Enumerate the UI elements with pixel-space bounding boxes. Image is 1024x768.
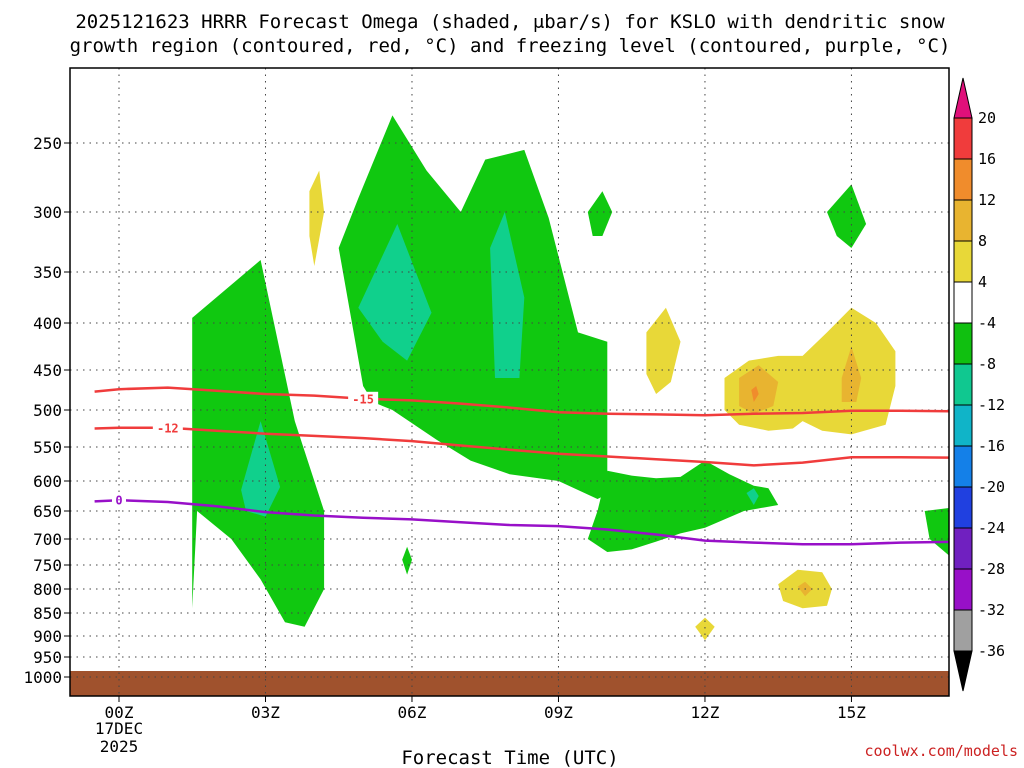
colorbar-label-11: -28 <box>978 560 1005 578</box>
colorbar-box-2 <box>953 158 973 201</box>
colorbar-label-10: -24 <box>978 519 1005 537</box>
contour-label-bg-0 <box>112 493 126 508</box>
y-tick-label-650: 650 <box>33 502 62 521</box>
temperature-contours: -15 -12 0 <box>94 386 949 546</box>
green-region-d <box>924 508 949 556</box>
colorbar: 20 16 12 8 4 -4 -8 -12 -16 -20 -24 -28 -32 -36 <box>953 77 1005 692</box>
colorbar-box-4 <box>953 240 973 283</box>
colorbar-box-12 <box>953 568 973 611</box>
orange-spot-a <box>751 386 759 402</box>
colorbar-label-6: -8 <box>978 355 996 373</box>
colorbar-label-8: -16 <box>978 437 1005 455</box>
x-tick-label-09Z: 09Z <box>544 703 573 722</box>
contour-line--12 <box>94 426 949 467</box>
y-tick-label-500: 500 <box>33 401 62 420</box>
green-region-e <box>587 191 613 236</box>
teal-region-c <box>490 212 525 378</box>
teal-region-b <box>358 224 432 361</box>
green-region-g <box>402 546 412 575</box>
contour-label--15: -15 <box>352 392 374 406</box>
colorbar-label-0: 20 <box>978 109 996 127</box>
y-tick-label-600: 600 <box>33 472 62 491</box>
green-region-f <box>827 184 867 248</box>
omega-shaded-regions <box>192 115 949 641</box>
y-axis-tick-labels: 250 300 350 400 450 500 550 600 650 700 750 800 850 9… <box>23 134 70 687</box>
x-tick-label-06Z: 06Z <box>398 703 427 722</box>
colorbar-box-1 <box>953 117 973 160</box>
y-tick-label-900: 900 <box>33 627 62 646</box>
colorbar-box-5 <box>953 281 973 324</box>
y-tick-label-800: 800 <box>33 580 62 599</box>
x-tick-label-03Z: 03Z <box>251 703 280 722</box>
ground-layer <box>70 671 949 696</box>
y-tick-label-550: 550 <box>33 438 62 457</box>
colorbar-label-3: 8 <box>978 232 987 250</box>
chart-title-line-1: 2025121623 HRRR Forecast Omega (shaded, … <box>75 11 945 33</box>
contour-label-bg--15 <box>348 391 379 406</box>
colorbar-label-2: 12 <box>978 191 996 209</box>
y-tick-label-750: 750 <box>33 556 62 575</box>
colorbar-top-arrow <box>953 77 973 119</box>
plot-frame <box>69 67 950 697</box>
credit-text: coolwx.com/models <box>864 742 1018 760</box>
green-region-b <box>338 115 608 500</box>
y-tick-label-700: 700 <box>33 530 62 549</box>
colorbar-box-13 <box>953 609 973 652</box>
colorbar-box-10 <box>953 486 973 529</box>
colorbar-label-12: -32 <box>978 601 1005 619</box>
y-tick-label-250: 250 <box>33 134 62 153</box>
colorbar-label-4: 4 <box>978 273 987 291</box>
contour-line-0 <box>94 498 949 546</box>
y-tick-label-300: 300 <box>33 203 62 222</box>
y-tick-label-850: 850 <box>33 604 62 623</box>
green-region-c <box>587 460 779 552</box>
grid-lines <box>70 68 949 696</box>
colorbar-box-9 <box>953 445 973 488</box>
y-tick-label-950: 950 <box>33 648 62 667</box>
colorbar-label-9: -20 <box>978 478 1005 496</box>
y-tick-label-1000: 1000 <box>23 668 62 687</box>
contour-label-bg--12 <box>152 420 183 435</box>
yellow-region-b <box>646 307 681 394</box>
yellow-region-e <box>695 617 715 641</box>
x-axis-label: Forecast Time (UTC) <box>401 747 618 768</box>
x-tick-label-15Z: 15Z <box>837 703 866 722</box>
colorbar-box-7 <box>953 363 973 406</box>
teal-region-a <box>241 421 281 517</box>
x-axis-tick-labels: 00Z 03Z 06Z 09Z 12Z 15Z <box>105 696 866 722</box>
colorbar-label-1: 16 <box>978 150 996 168</box>
date-label-day: 17DEC <box>95 719 143 738</box>
colorbar-box-6 <box>953 322 973 365</box>
x-tick-label-00Z: 00Z <box>105 703 134 722</box>
yellow-region-a <box>309 170 325 266</box>
colorbar-bottom-arrow <box>953 650 973 692</box>
y-tick-label-400: 400 <box>33 314 62 333</box>
date-label-year: 2025 <box>100 737 139 756</box>
colorbar-label-13: -36 <box>978 642 1005 660</box>
colorbar-label-7: -12 <box>978 396 1005 414</box>
colorbar-box-11 <box>953 527 973 570</box>
x-tick-label-12Z: 12Z <box>691 703 720 722</box>
y-tick-label-450: 450 <box>33 361 62 380</box>
chart-title-line-2: growth region (contoured, red, °C) and f… <box>70 35 951 57</box>
contour-label-0: 0 <box>115 494 122 508</box>
teal-spot-b <box>746 488 759 505</box>
colorbar-box-8 <box>953 404 973 447</box>
colorbar-box-3 <box>953 199 973 242</box>
y-tick-label-350: 350 <box>33 263 62 282</box>
contour-label--12: -12 <box>157 421 179 435</box>
contour-line--15 <box>94 386 949 417</box>
gold-region-a <box>739 365 779 414</box>
colorbar-label-5: -4 <box>978 314 996 332</box>
